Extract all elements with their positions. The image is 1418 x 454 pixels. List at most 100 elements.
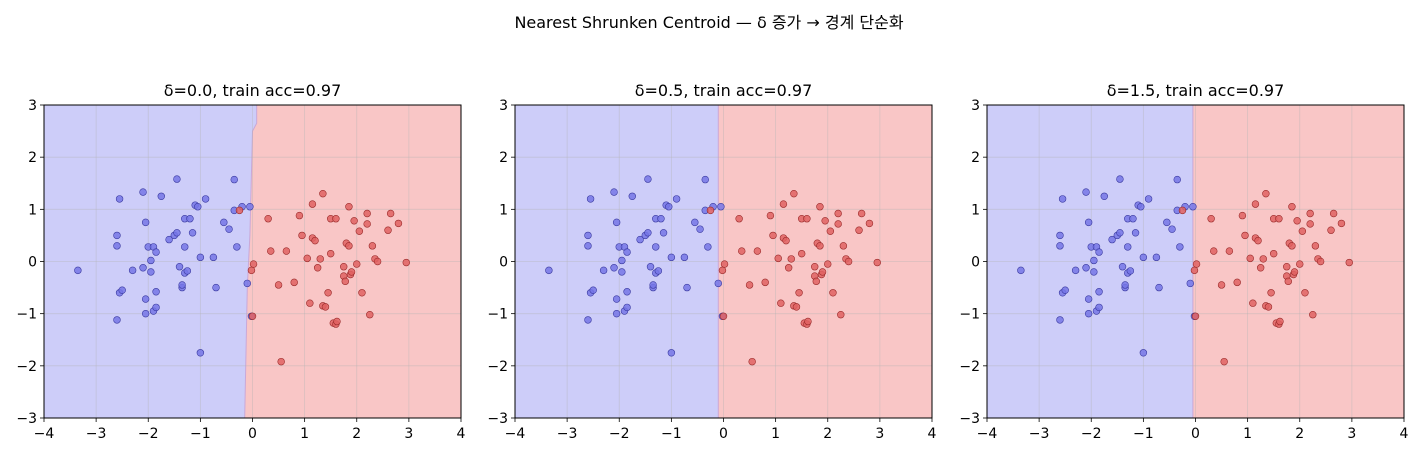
x-tick-label: −3 bbox=[557, 426, 578, 442]
point-class-0 bbox=[147, 268, 155, 276]
point-class-0 bbox=[623, 288, 631, 296]
panel-title: δ=0.0, train acc=0.97 bbox=[164, 81, 342, 100]
point-class-0 bbox=[610, 264, 618, 272]
point-class-0 bbox=[618, 256, 626, 265]
point-class-1 bbox=[1345, 258, 1353, 267]
point-class-1 bbox=[363, 209, 371, 218]
x-tick-label: −1 bbox=[661, 426, 682, 442]
point-class-1 bbox=[766, 211, 775, 220]
point-class-0 bbox=[701, 175, 709, 184]
point-class-1 bbox=[745, 281, 754, 289]
point-class-1 bbox=[719, 312, 728, 320]
y-tick-label: 1 bbox=[971, 202, 980, 218]
point-class-1 bbox=[1249, 299, 1257, 307]
point-class-0 bbox=[545, 266, 553, 275]
point-class-0 bbox=[188, 229, 197, 237]
point-class-1 bbox=[313, 264, 322, 272]
point-class-1 bbox=[247, 266, 256, 275]
y-tick-label: −1 bbox=[487, 307, 508, 323]
point-class-1 bbox=[718, 266, 727, 275]
y-tick-label: −3 bbox=[487, 411, 508, 427]
point-class-0 bbox=[1084, 309, 1093, 318]
y-tick-label: −3 bbox=[16, 411, 37, 427]
point-class-1 bbox=[303, 254, 311, 263]
point-class-1 bbox=[1301, 289, 1309, 297]
point-class-0 bbox=[147, 256, 155, 265]
point-class-0 bbox=[584, 242, 592, 250]
point-class-0 bbox=[194, 203, 202, 211]
point-class-0 bbox=[1061, 286, 1069, 294]
point-class-1 bbox=[321, 303, 330, 311]
y-tick-label: 2 bbox=[971, 150, 980, 166]
point-class-0 bbox=[209, 253, 218, 262]
x-tick-label: −3 bbox=[86, 426, 107, 442]
point-class-0 bbox=[152, 288, 160, 296]
point-class-0 bbox=[704, 243, 712, 251]
point-class-1 bbox=[306, 299, 314, 307]
point-class-0 bbox=[1095, 303, 1103, 312]
point-class-0 bbox=[1139, 253, 1148, 262]
point-class-1 bbox=[295, 211, 304, 220]
point-class-1 bbox=[1246, 254, 1254, 263]
x-tick-label: −3 bbox=[1029, 426, 1050, 442]
point-class-0 bbox=[623, 303, 631, 312]
point-class-1 bbox=[363, 220, 371, 228]
x-tick-label: −4 bbox=[34, 426, 55, 442]
region-blue bbox=[515, 105, 719, 418]
point-class-1 bbox=[340, 263, 348, 271]
point-class-0 bbox=[659, 229, 668, 237]
point-class-1 bbox=[1264, 303, 1273, 311]
point-class-0 bbox=[667, 253, 676, 262]
point-class-1 bbox=[308, 200, 317, 208]
point-class-0 bbox=[610, 188, 618, 196]
point-class-1 bbox=[355, 227, 364, 235]
y-tick-label: 1 bbox=[28, 202, 37, 218]
point-class-1 bbox=[834, 220, 842, 228]
point-class-0 bbox=[1084, 218, 1093, 227]
point-class-1 bbox=[1293, 217, 1301, 225]
point-class-1 bbox=[738, 247, 746, 255]
point-class-0 bbox=[672, 195, 681, 203]
point-class-0 bbox=[1058, 195, 1067, 203]
point-class-1 bbox=[787, 255, 795, 263]
point-class-0 bbox=[113, 242, 121, 250]
point-class-1 bbox=[720, 260, 729, 268]
point-class-0 bbox=[691, 218, 699, 227]
point-class-1 bbox=[779, 200, 788, 208]
x-tick-label: 0 bbox=[719, 426, 728, 442]
point-class-0 bbox=[230, 175, 238, 184]
point-class-0 bbox=[667, 349, 676, 357]
point-class-1 bbox=[1256, 264, 1265, 272]
figure-title: Nearest Shrunken Centroid — δ 증가 → 경계 단순… bbox=[514, 13, 904, 32]
point-class-0 bbox=[612, 295, 621, 303]
point-class-1 bbox=[790, 189, 798, 198]
point-class-0 bbox=[74, 266, 82, 275]
point-class-1 bbox=[1225, 247, 1234, 255]
panel-title: δ=0.5, train acc=0.97 bbox=[635, 81, 813, 100]
x-tick-label: 0 bbox=[1191, 426, 1200, 442]
point-class-1 bbox=[1178, 206, 1187, 215]
point-class-0 bbox=[683, 283, 691, 292]
point-class-1 bbox=[1316, 257, 1325, 266]
point-class-0 bbox=[1121, 281, 1129, 289]
point-class-1 bbox=[1241, 231, 1249, 240]
point-class-1 bbox=[1276, 317, 1284, 326]
point-class-0 bbox=[1108, 235, 1116, 244]
point-class-1 bbox=[1220, 357, 1228, 366]
point-class-0 bbox=[186, 215, 194, 223]
point-class-0 bbox=[115, 195, 124, 203]
point-class-1 bbox=[761, 278, 769, 287]
y-tick-label: 2 bbox=[28, 150, 37, 166]
point-class-0 bbox=[1124, 243, 1132, 251]
point-class-1 bbox=[1296, 260, 1304, 268]
point-class-0 bbox=[1186, 279, 1194, 288]
point-class-1 bbox=[839, 242, 848, 250]
point-class-0 bbox=[714, 279, 722, 288]
point-class-0 bbox=[644, 229, 652, 237]
point-class-1 bbox=[319, 189, 327, 198]
decision-boundary bbox=[244, 105, 258, 419]
point-class-1 bbox=[1192, 260, 1201, 268]
point-class-1 bbox=[1259, 255, 1267, 263]
